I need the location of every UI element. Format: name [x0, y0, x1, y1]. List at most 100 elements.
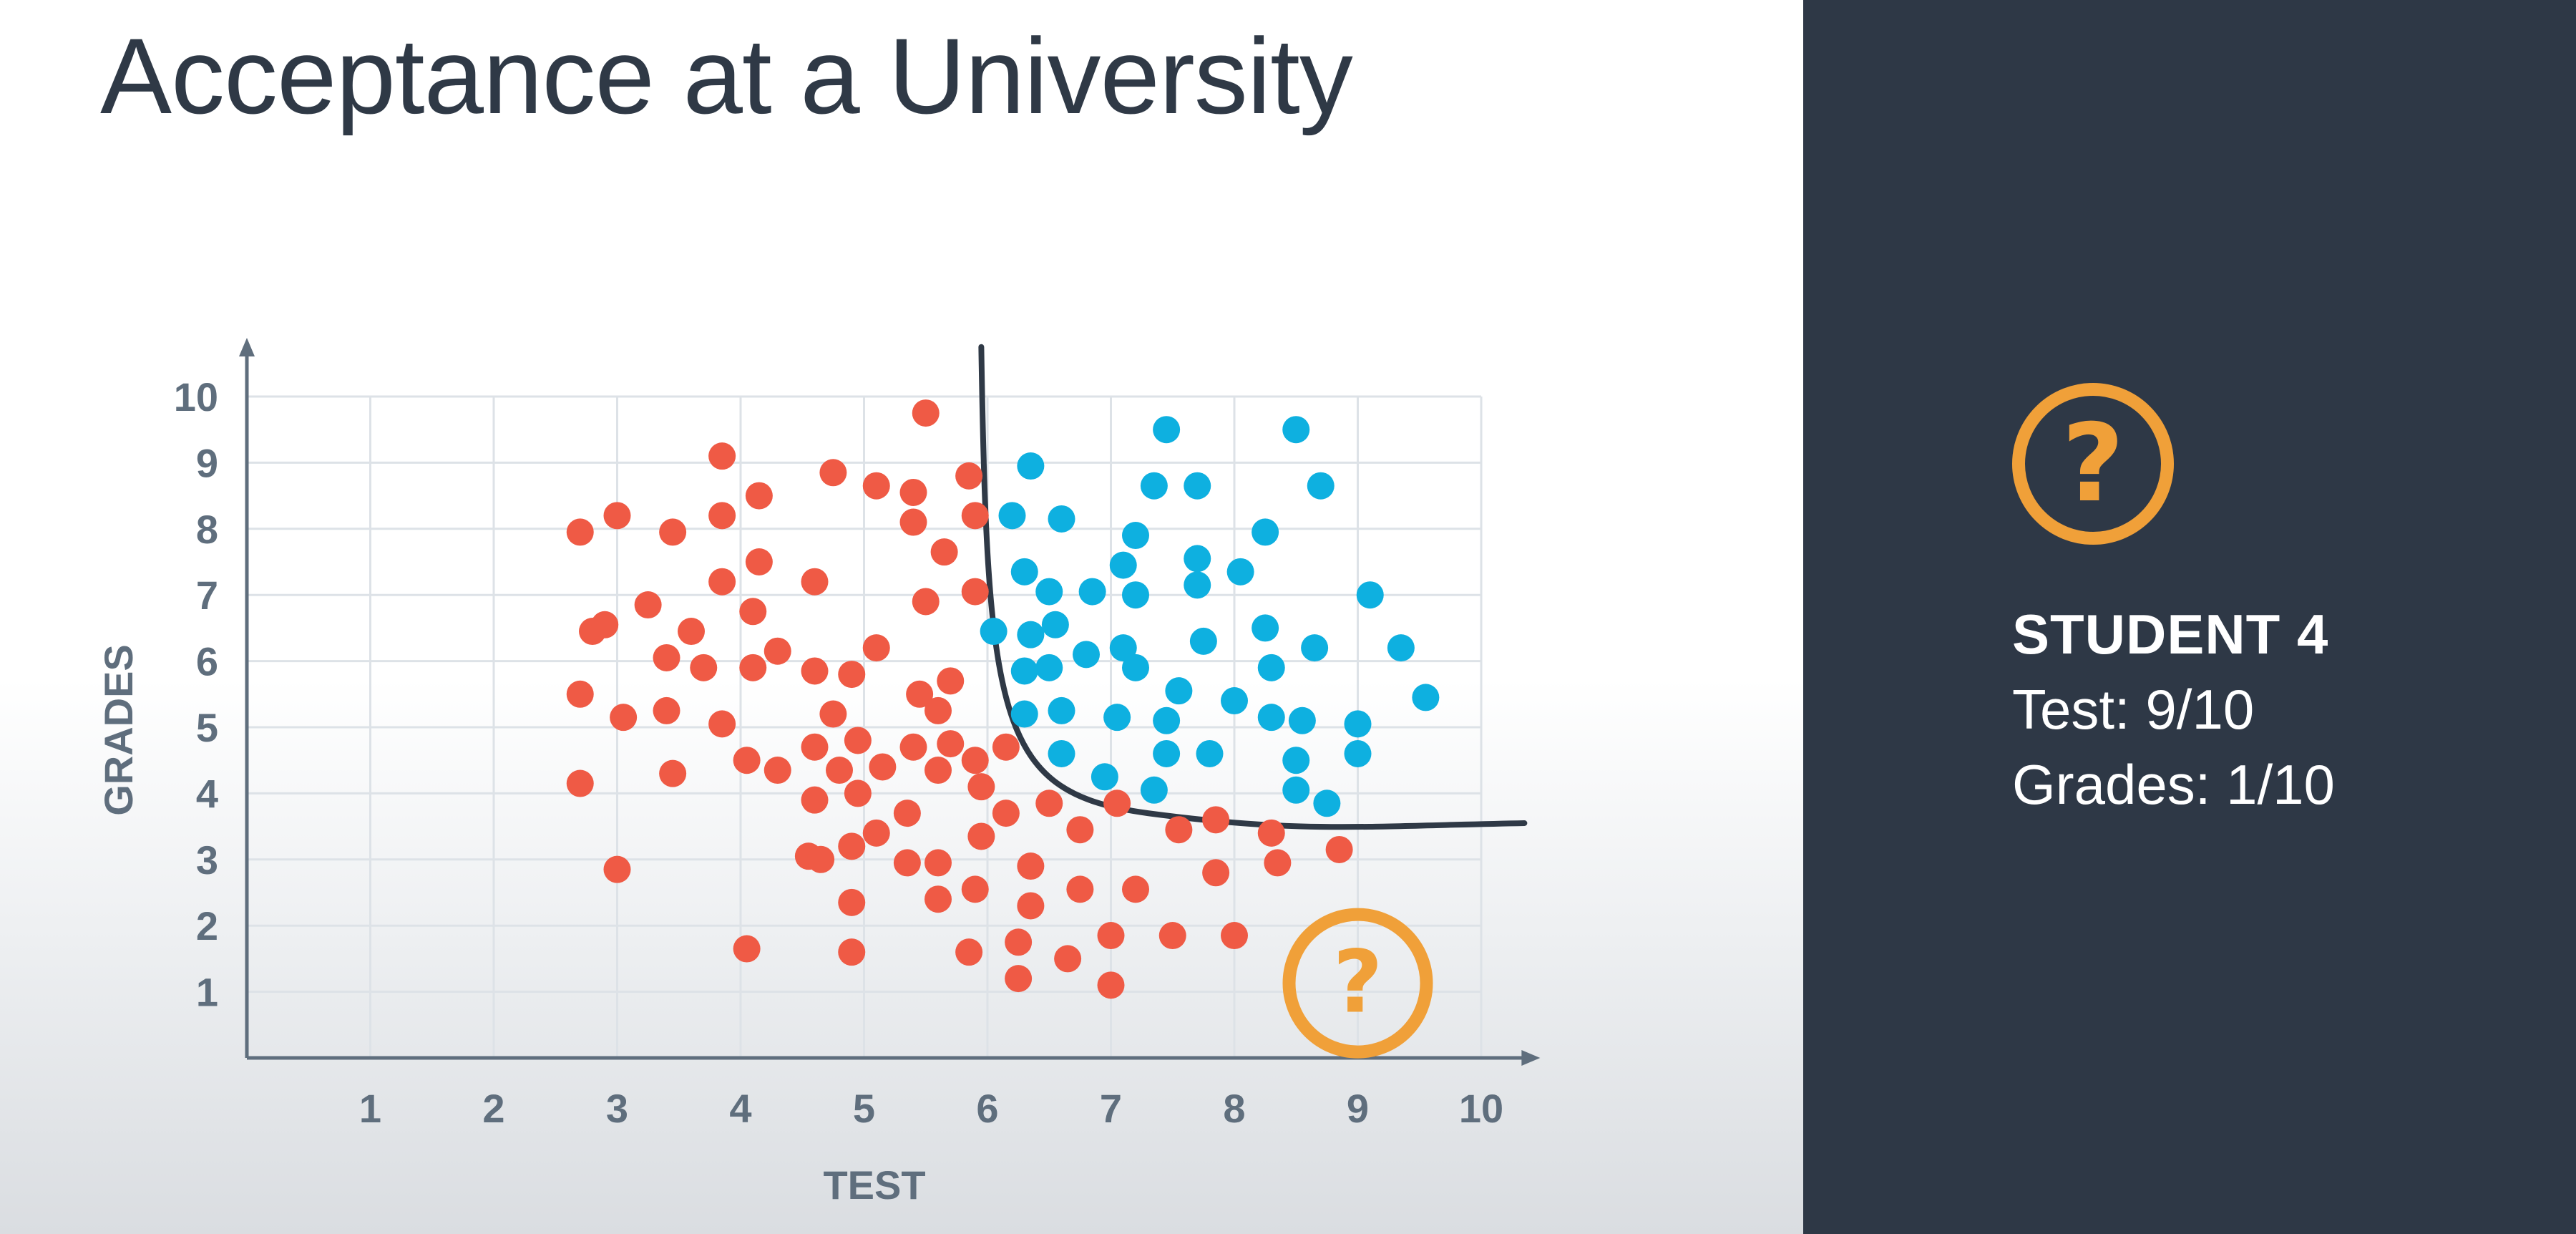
- rejected-point: [659, 518, 687, 546]
- scatter-chart: 1 2 3 4 5 6 7 8 9 10 1 2 3 4 5 6 7 8 9 10 ? TEST GRADES: [96, 337, 1541, 1208]
- accepted-point: [1035, 654, 1063, 681]
- accepted-point: [1252, 518, 1279, 546]
- rejected-point: [739, 598, 767, 626]
- accepted-point: [1010, 558, 1038, 586]
- y-tick-label: 4: [196, 771, 218, 816]
- rejected-point: [566, 518, 594, 546]
- rejected-point: [992, 800, 1020, 827]
- accepted-point: [1073, 641, 1100, 669]
- rejected-point: [1202, 859, 1230, 887]
- rejected-point: [1264, 849, 1292, 877]
- y-axis-label: GRADES: [96, 644, 141, 816]
- rejected-point: [967, 773, 995, 801]
- rejected-point: [1035, 790, 1063, 817]
- rejected-point: [961, 875, 989, 903]
- rejected-point: [906, 680, 934, 708]
- rejected-point: [924, 757, 952, 784]
- rejected-point: [603, 855, 631, 883]
- accepted-point: [1017, 621, 1045, 648]
- rejected-point: [862, 819, 890, 847]
- rejected-point: [733, 747, 761, 774]
- rejected-point: [1165, 816, 1193, 844]
- y-tick-label: 8: [196, 507, 218, 552]
- accepted-point: [1048, 696, 1075, 724]
- accepted-point: [1282, 747, 1310, 774]
- rejected-point: [745, 548, 773, 575]
- accepted-point: [1041, 611, 1069, 638]
- rejected-point: [912, 588, 940, 616]
- rejected-point: [708, 710, 736, 738]
- rejected-point: [819, 459, 847, 487]
- rejected-point: [708, 442, 736, 470]
- accepted-point: [1196, 739, 1224, 767]
- rejected-point: [801, 568, 829, 596]
- y-tick-label: 3: [196, 837, 218, 883]
- student-info: ? STUDENT 4 Test: 9/10 Grades: 1/10: [2012, 383, 2335, 817]
- accepted-point: [1091, 763, 1118, 791]
- accepted-point: [1301, 634, 1329, 662]
- chart-points: [566, 399, 1440, 999]
- slide-content-area: [0, 0, 1803, 1234]
- accepted-point: [1153, 739, 1181, 767]
- rejected-point: [566, 769, 594, 797]
- accepted-point: [1282, 776, 1310, 804]
- rejected-point: [838, 888, 866, 916]
- y-tick-label: 10: [174, 374, 218, 419]
- student-info-panel: [1803, 0, 2576, 1234]
- accepted-point: [1122, 522, 1149, 550]
- accepted-point: [1257, 654, 1285, 681]
- accepted-point: [1103, 704, 1131, 732]
- rejected-point: [763, 637, 791, 665]
- student-grades-score: Grades: 1/10: [2012, 753, 2335, 816]
- accepted-point: [1226, 558, 1254, 586]
- accepted-point: [1288, 706, 1316, 734]
- rejected-point: [1054, 945, 1082, 973]
- rejected-point: [1103, 790, 1131, 817]
- rejected-point: [1202, 806, 1230, 834]
- rejected-point: [708, 568, 736, 596]
- accepted-point: [998, 502, 1026, 530]
- rejected-point: [961, 747, 989, 774]
- rejected-point: [610, 704, 638, 732]
- unknown-point-label: ?: [1333, 933, 1383, 1033]
- x-tick-label: 9: [1347, 1086, 1369, 1131]
- y-tick-label: 6: [196, 639, 218, 684]
- accepted-point: [1313, 790, 1341, 817]
- x-axis-label: TEST: [823, 1162, 925, 1208]
- rejected-point: [899, 478, 927, 506]
- unknown-point-ring: [1282, 908, 1433, 1059]
- rejected-point: [826, 757, 853, 784]
- question-mark-icon: ?: [2012, 383, 2174, 545]
- y-tick-label: 7: [196, 573, 218, 618]
- accepted-point: [1048, 505, 1075, 533]
- rejected-point: [844, 727, 872, 754]
- rejected-point: [893, 849, 921, 877]
- rejected-point: [801, 786, 829, 814]
- rejected-point: [967, 822, 995, 850]
- y-axis-arrow: [239, 337, 255, 356]
- accepted-point: [1344, 739, 1372, 767]
- rejected-point: [634, 591, 662, 619]
- rejected-point: [1257, 819, 1285, 847]
- rejected-point: [1097, 971, 1125, 999]
- rejected-point: [1005, 928, 1033, 956]
- rejected-point: [566, 680, 594, 708]
- accepted-point: [1140, 776, 1168, 804]
- rejected-point: [899, 508, 927, 536]
- accepted-point: [1387, 634, 1415, 662]
- rejected-point: [1017, 852, 1045, 880]
- accepted-point: [1257, 704, 1285, 732]
- rejected-point: [937, 730, 965, 758]
- rejected-point: [899, 733, 927, 761]
- rejected-point: [992, 733, 1020, 761]
- student-test-score: Test: 9/10: [2012, 678, 2255, 741]
- rejected-point: [807, 845, 835, 873]
- rejected-point: [1005, 965, 1033, 993]
- rejected-point: [893, 800, 921, 827]
- rejected-point: [801, 657, 829, 685]
- rejected-point: [1221, 922, 1248, 950]
- rejected-point: [739, 654, 767, 681]
- rejected-point: [912, 399, 940, 427]
- rejected-point: [819, 700, 847, 728]
- rejected-point: [653, 696, 680, 724]
